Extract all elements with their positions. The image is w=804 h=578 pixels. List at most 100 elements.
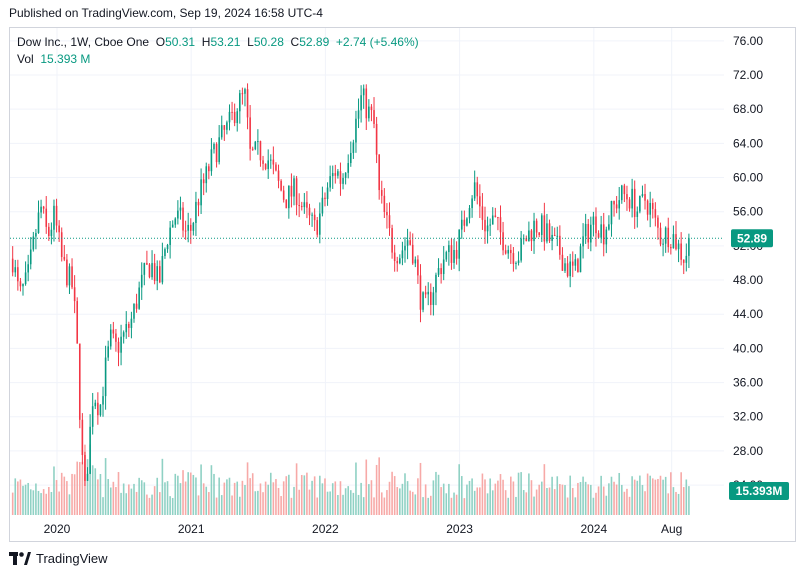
candle-body xyxy=(636,211,639,217)
candle-body xyxy=(373,110,375,124)
volume-bar xyxy=(14,478,17,515)
volume-bar xyxy=(78,462,81,515)
volume-bar xyxy=(409,490,411,515)
volume-bar xyxy=(73,474,76,515)
volume-bar xyxy=(218,477,220,515)
volume-bar xyxy=(262,492,264,515)
price-tick-label: 36.00 xyxy=(733,376,763,390)
volume-bar xyxy=(680,472,682,515)
candle-body xyxy=(306,202,308,208)
volume-bar xyxy=(623,491,626,515)
candle-body xyxy=(213,144,215,150)
volume-bar xyxy=(213,473,215,515)
volume-bar xyxy=(290,497,293,515)
candle-body xyxy=(662,243,664,245)
price-tick-label: 60.00 xyxy=(733,171,763,185)
candle-body xyxy=(120,336,122,353)
candle-body xyxy=(164,249,166,257)
volume-bar xyxy=(324,478,326,515)
candle-body xyxy=(197,201,200,206)
price-tick-label: 64.00 xyxy=(733,136,763,150)
legend-symbol: Dow Inc., 1W, Cboe One xyxy=(17,35,150,49)
volume-bar xyxy=(257,490,259,515)
legend-close-value: 52.89 xyxy=(299,35,330,49)
volume-bar xyxy=(205,486,208,515)
time-tick-label: 2022 xyxy=(312,522,339,536)
volume-bar xyxy=(76,461,79,515)
candle-body xyxy=(659,227,662,245)
volume-bar xyxy=(466,484,468,515)
volume-bar xyxy=(282,481,285,515)
volume-bar xyxy=(504,490,507,515)
volume-bar xyxy=(140,480,143,515)
volume-bar xyxy=(138,477,140,515)
candle-body xyxy=(182,207,184,231)
volume-bar xyxy=(122,483,125,515)
volume-bar xyxy=(590,484,592,515)
volume-bar xyxy=(81,461,84,515)
candle-body xyxy=(135,303,138,309)
candle-body xyxy=(53,205,55,230)
volume-bar xyxy=(42,489,45,515)
volume-bar xyxy=(422,497,424,515)
volume-bar xyxy=(602,486,605,515)
candle-body xyxy=(442,259,445,275)
footer-brand[interactable]: TradingView xyxy=(9,551,108,566)
price-badges: 52.89 15.393M xyxy=(729,229,789,500)
volume-bar xyxy=(530,480,533,515)
volume-bar xyxy=(574,497,577,515)
volume-bar xyxy=(347,486,350,515)
candle-body xyxy=(251,148,254,150)
candle-body xyxy=(453,249,455,263)
candle-body xyxy=(605,229,608,245)
volume-bar xyxy=(48,486,50,515)
candle-body xyxy=(143,263,146,275)
candle-body xyxy=(427,291,430,295)
volume-bar xyxy=(107,479,109,515)
candle-body xyxy=(448,245,450,253)
candle-body xyxy=(378,154,380,191)
volume-bar xyxy=(579,482,582,515)
volume-bar xyxy=(517,472,520,515)
candle-body xyxy=(362,88,365,96)
candle-body xyxy=(491,215,494,225)
volume-bar xyxy=(241,480,244,515)
volume-bar xyxy=(298,489,300,515)
volume-bar xyxy=(373,497,375,515)
candle-body xyxy=(246,89,249,118)
volume-bar xyxy=(357,494,360,515)
volume-bar xyxy=(308,489,311,515)
candle-body xyxy=(223,125,226,130)
volume-bar xyxy=(146,494,148,515)
tradingview-logo-icon xyxy=(9,552,31,565)
volume-bar xyxy=(406,481,409,515)
volume-bar xyxy=(288,474,290,515)
volume-bar xyxy=(249,478,251,515)
candle-body xyxy=(104,357,107,397)
volume-bar xyxy=(404,473,406,515)
volume-bar xyxy=(277,487,280,515)
candle-body xyxy=(148,264,151,278)
candle-body xyxy=(440,268,442,275)
volume-bar xyxy=(608,483,610,515)
candle-body xyxy=(19,281,22,287)
candle-body xyxy=(497,217,499,219)
volume-bar xyxy=(192,474,195,515)
volume-bar xyxy=(300,474,303,515)
candle-body xyxy=(553,234,556,237)
volume-bar xyxy=(515,496,517,515)
volume-bar xyxy=(182,470,184,515)
candle-body xyxy=(510,249,512,254)
legend-volume-label: Vol xyxy=(17,52,34,66)
candle-body xyxy=(285,199,288,209)
candle-body xyxy=(140,274,143,288)
volume-bar xyxy=(525,492,528,515)
volume-bar xyxy=(151,494,153,515)
volume-bar xyxy=(430,495,432,515)
candle-body xyxy=(293,178,295,197)
candle-body xyxy=(158,266,161,283)
candle-body xyxy=(414,259,417,264)
candle-body xyxy=(471,198,473,209)
volume-bar xyxy=(275,479,277,515)
